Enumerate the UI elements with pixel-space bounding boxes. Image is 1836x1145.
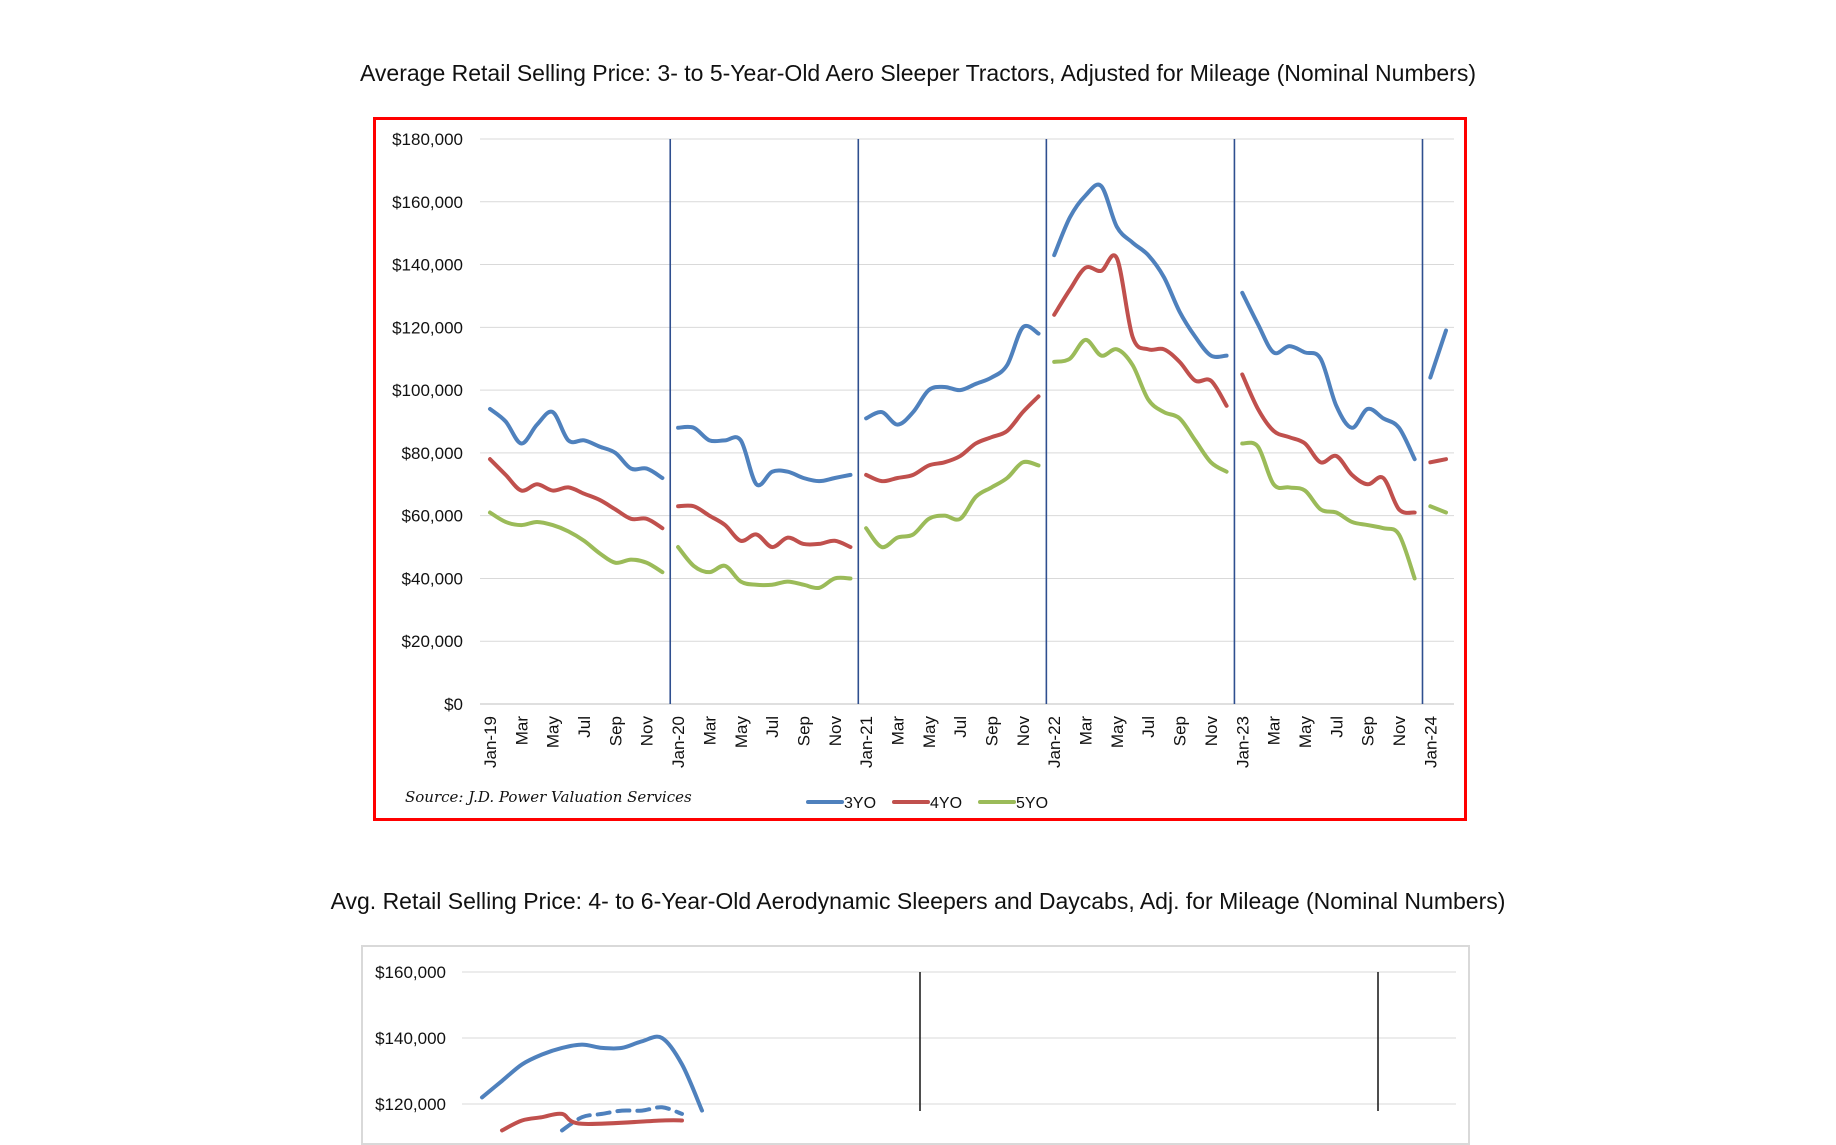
x-tick-label: Jan-19	[481, 716, 500, 768]
series-line-4YO	[676, 503, 853, 550]
x-tick-label: Jul	[575, 716, 594, 738]
x-tick-label: May	[544, 716, 563, 749]
x-tick-label: May	[1108, 716, 1127, 749]
x-tick-label: Nov	[638, 716, 657, 747]
series-line-5YO	[488, 510, 665, 575]
x-tick-label: Mar	[1265, 716, 1284, 746]
y-tick-label: $160,000	[375, 963, 446, 982]
series-line-3YO	[1052, 182, 1229, 359]
x-tick-label: Jul	[1327, 716, 1346, 738]
chart1-title: Average Retail Selling Price: 3- to 5-Ye…	[359, 60, 1477, 86]
x-tick-label: Mar	[700, 716, 719, 746]
y-tick-label: $140,000	[375, 1029, 446, 1048]
source-note: Source: J.D. Power Valuation Services	[405, 788, 692, 806]
x-tick-label: Nov	[826, 716, 845, 747]
y-tick-label: $140,000	[392, 256, 463, 275]
x-tick-label: Jan-22	[1045, 716, 1064, 768]
y-tick-label: $0	[444, 695, 463, 714]
series-line-3YO	[676, 424, 853, 488]
x-tick-label: Jan-21	[857, 716, 876, 768]
series-line-4YO	[1240, 372, 1417, 515]
y-tick-label: $160,000	[392, 193, 463, 212]
x-tick-label: Sep	[794, 716, 813, 746]
y-tick-label: $180,000	[392, 130, 463, 149]
x-tick-label: Mar	[512, 716, 531, 746]
series-line-3YO	[488, 406, 665, 480]
y-tick-label: $40,000	[402, 569, 463, 588]
series-line-5YO	[676, 545, 853, 591]
x-tick-label: Sep	[1171, 716, 1190, 746]
x-tick-label: Sep	[606, 716, 625, 746]
series-line-4YO	[488, 457, 665, 531]
series-line	[480, 1034, 704, 1113]
x-tick-label: Sep	[1359, 716, 1378, 746]
legend-label-5YO: 5YO	[1016, 795, 1048, 812]
series-line-4YO	[1428, 457, 1448, 465]
legend-label-4YO: 4YO	[930, 795, 962, 812]
series-line-4YO	[1052, 253, 1229, 408]
x-tick-label: Mar	[1077, 716, 1096, 746]
series-line-3YO	[1428, 328, 1448, 380]
x-tick-label: Jan-20	[669, 716, 688, 768]
y-tick-label: $80,000	[402, 444, 463, 463]
series-line-5YO	[1240, 440, 1417, 581]
y-tick-label: $100,000	[392, 381, 463, 400]
x-tick-label: Nov	[1014, 716, 1033, 747]
series-line-5YO	[1428, 504, 1448, 515]
y-tick-label: $120,000	[375, 1095, 446, 1114]
legend-label-3YO: 3YO	[844, 795, 876, 812]
x-tick-label: May	[732, 716, 751, 749]
x-tick-label: Sep	[983, 716, 1002, 746]
series-line-3YO	[1240, 290, 1417, 462]
series-line-3YO	[864, 323, 1041, 427]
series-line-5YO	[1052, 337, 1229, 474]
chart2-title: Avg. Retail Selling Price: 4- to 6-Year-…	[330, 888, 1506, 914]
x-tick-label: Nov	[1390, 716, 1409, 747]
x-tick-label: May	[1296, 716, 1315, 749]
x-tick-label: Jul	[1139, 716, 1158, 738]
x-tick-label: Jul	[763, 716, 782, 738]
x-tick-label: Jan-23	[1233, 716, 1252, 768]
chart1-plot: $0 $20,000 $40,000 $60,000 $80,000 $100,000 $1…	[392, 130, 1454, 812]
x-tick-label: Nov	[1202, 716, 1221, 747]
y-tick-label: $60,000	[402, 507, 463, 526]
series-line-4YO	[864, 394, 1041, 484]
y-tick-label: $120,000	[392, 318, 463, 337]
chart2-plot: $160,000 $140,000 $120,000	[375, 963, 1456, 1133]
x-tick-label: May	[920, 716, 939, 749]
x-tick-label: Jan-24	[1421, 716, 1440, 768]
x-tick-label: Mar	[888, 716, 907, 746]
x-tick-label: Jul	[951, 716, 970, 738]
y-tick-label: $20,000	[402, 632, 463, 651]
series-line-5YO	[864, 459, 1041, 550]
